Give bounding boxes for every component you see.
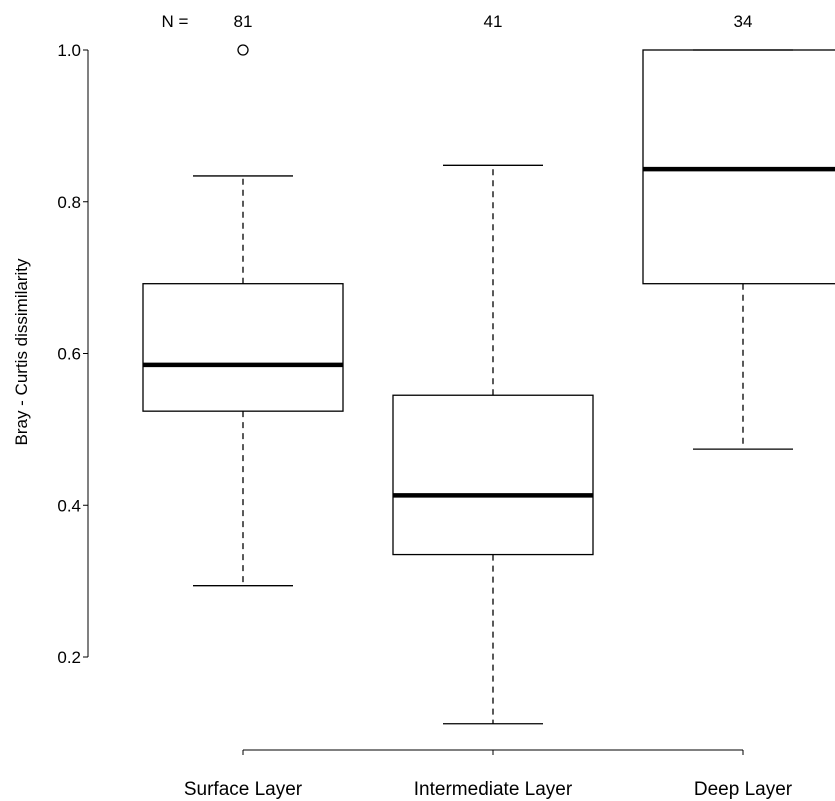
y-tick-label: 0.2 (57, 648, 81, 667)
y-axis-label: Bray - Curtis dissimilarity (12, 258, 31, 446)
y-tick-label: 0.4 (57, 496, 81, 515)
y-tick-label: 0.8 (57, 193, 81, 212)
iqr-box (642, 49, 835, 285)
n-count: 41 (484, 12, 503, 31)
n-label: N = (162, 12, 189, 31)
outlier-point (237, 44, 249, 56)
y-tick-label: 0.6 (57, 345, 81, 364)
iqr-box (142, 283, 344, 412)
x-category-label: Intermediate Layer (414, 779, 573, 800)
iqr-box (392, 394, 594, 556)
y-tick-label: 1.0 (57, 41, 81, 60)
x-category-label: Deep Layer (694, 779, 793, 800)
n-count: 81 (234, 12, 253, 31)
x-category-label: Surface Layer (184, 779, 303, 800)
n-count: 34 (734, 12, 753, 31)
